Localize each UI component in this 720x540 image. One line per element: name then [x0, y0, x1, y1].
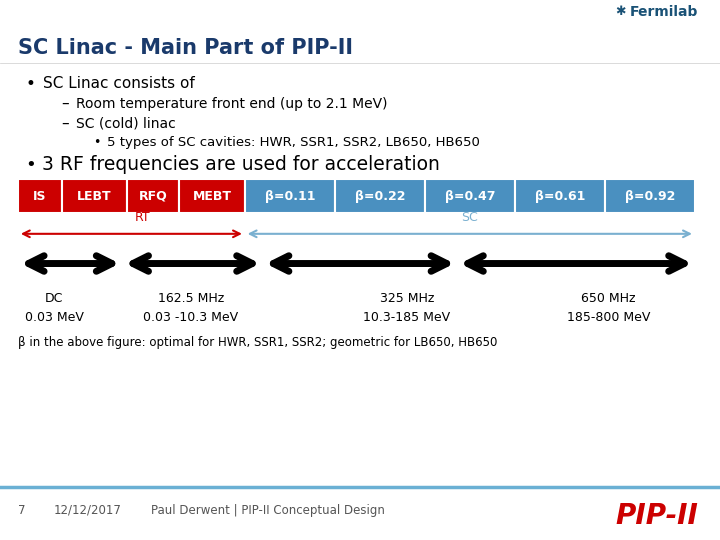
- Text: LEBT: LEBT: [77, 190, 112, 202]
- Text: PIP-II: PIP-II: [616, 502, 698, 530]
- Text: Paul Derwent | PIP-II Conceptual Design: Paul Derwent | PIP-II Conceptual Design: [151, 504, 385, 517]
- Text: SC (cold) linac: SC (cold) linac: [76, 116, 176, 130]
- Text: Fermilab: Fermilab: [630, 5, 698, 19]
- Bar: [179, 179, 245, 213]
- Text: ✱: ✱: [616, 5, 626, 18]
- Text: 12/12/2017: 12/12/2017: [54, 504, 122, 517]
- Text: •: •: [25, 75, 35, 93]
- Text: β=0.92: β=0.92: [625, 190, 675, 202]
- Text: 650 MHz: 650 MHz: [581, 292, 636, 305]
- Text: 325 MHz: 325 MHz: [379, 292, 434, 305]
- Text: β=0.61: β=0.61: [535, 190, 585, 202]
- Text: β in the above figure: optimal for HWR, SSR1, SSR2; geometric for LB650, HB650: β in the above figure: optimal for HWR, …: [18, 336, 498, 349]
- Text: SC Linac consists of: SC Linac consists of: [43, 76, 195, 91]
- Text: β=0.11: β=0.11: [264, 190, 315, 202]
- Text: β=0.47: β=0.47: [444, 190, 495, 202]
- Bar: [425, 179, 515, 213]
- Text: •: •: [94, 136, 101, 148]
- Text: SC Linac - Main Part of PIP-II: SC Linac - Main Part of PIP-II: [18, 37, 353, 58]
- Text: 10.3-185 MeV: 10.3-185 MeV: [363, 311, 451, 324]
- Text: IS: IS: [33, 190, 47, 202]
- Text: β=0.22: β=0.22: [354, 190, 405, 202]
- Bar: [605, 179, 695, 213]
- Text: SC: SC: [462, 211, 478, 224]
- Bar: [335, 179, 425, 213]
- Bar: [245, 179, 335, 213]
- Text: RT: RT: [135, 211, 150, 224]
- Text: DC: DC: [45, 292, 63, 305]
- Bar: [127, 179, 179, 213]
- Text: –: –: [61, 116, 69, 131]
- Text: 3 RF frequencies are used for acceleration: 3 RF frequencies are used for accelerati…: [42, 155, 440, 174]
- Text: Room temperature front end (up to 2.1 MeV): Room temperature front end (up to 2.1 Me…: [76, 97, 387, 111]
- Text: 5 types of SC cavities: HWR, SSR1, SSR2, LB650, HB650: 5 types of SC cavities: HWR, SSR1, SSR2,…: [107, 136, 480, 148]
- Text: 0.03 MeV: 0.03 MeV: [24, 311, 84, 324]
- Text: 185-800 MeV: 185-800 MeV: [567, 311, 650, 324]
- Text: 0.03 -10.3 MeV: 0.03 -10.3 MeV: [143, 311, 238, 324]
- Text: –: –: [61, 96, 69, 111]
- Bar: [62, 179, 127, 213]
- Text: 162.5 MHz: 162.5 MHz: [158, 292, 224, 305]
- Text: RFQ: RFQ: [139, 190, 168, 202]
- Text: •: •: [25, 156, 36, 174]
- Text: 7: 7: [18, 504, 25, 517]
- Bar: [18, 179, 62, 213]
- Text: MEBT: MEBT: [192, 190, 232, 202]
- Bar: [515, 179, 605, 213]
